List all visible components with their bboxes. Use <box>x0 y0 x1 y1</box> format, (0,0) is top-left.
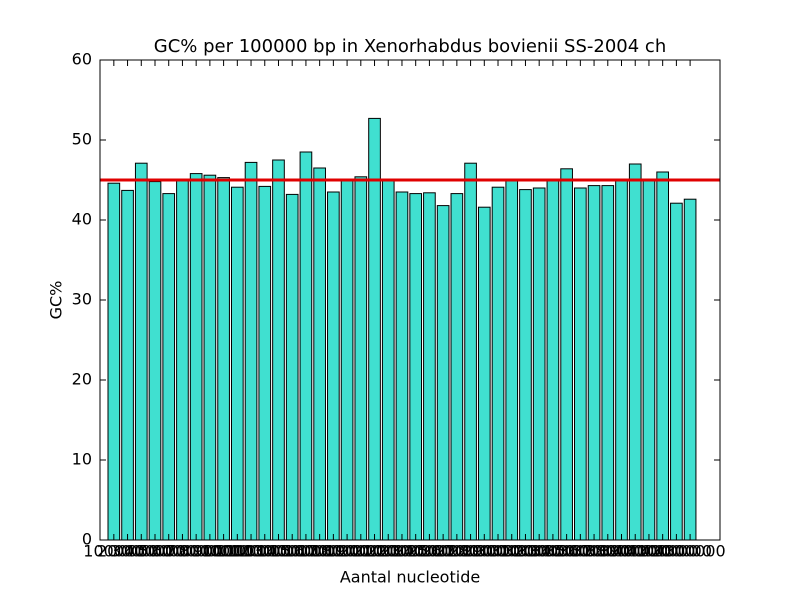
y-tick-label: 50 <box>72 130 92 149</box>
bar <box>340 180 354 541</box>
bar <box>395 191 409 541</box>
bar <box>601 185 615 541</box>
bar <box>107 182 121 541</box>
bar <box>354 176 368 541</box>
bar <box>272 159 285 541</box>
x-tick-label: 600000 <box>152 542 213 561</box>
x-tick-label: 1900000 <box>325 542 396 561</box>
bar <box>436 205 450 541</box>
bar <box>477 206 491 541</box>
bar <box>656 171 670 541</box>
bar <box>162 193 176 541</box>
bar <box>327 191 340 541</box>
x-tick-label: 4100000 <box>627 542 698 561</box>
bar <box>546 179 560 541</box>
bar <box>313 167 326 541</box>
plot-frame <box>99 59 721 541</box>
x-tick-label: 2000000 <box>339 542 410 561</box>
bar <box>423 192 436 541</box>
x-tick-label: 500000 <box>138 542 199 561</box>
bar <box>244 161 258 541</box>
bar <box>683 198 697 541</box>
bar <box>519 189 532 541</box>
x-tick-label: 1800000 <box>311 542 382 561</box>
x-tick-label: 1700000 <box>298 542 369 561</box>
bar <box>615 179 628 541</box>
x-tick-label: 2100000 <box>353 542 424 561</box>
x-tick-label: 1300000 <box>243 542 314 561</box>
bar <box>560 168 573 541</box>
x-tick-label: 3700000 <box>572 542 643 561</box>
x-tick-label: 3300000 <box>517 542 588 561</box>
x-tick-label: 4200000 <box>641 542 712 561</box>
bar <box>628 163 642 541</box>
x-tick-label: 2800000 <box>449 542 520 561</box>
x-tick-label: 4000000 <box>613 542 684 561</box>
x-tick-label: 2600000 <box>421 542 492 561</box>
bar <box>148 181 162 541</box>
y-tick-label: 30 <box>72 290 92 309</box>
x-tick-label: 1400000 <box>257 542 328 561</box>
bar <box>230 186 244 541</box>
bar <box>464 162 477 541</box>
chart-title: GC% per 100000 bp in Xenorhabdus bovieni… <box>154 36 666 57</box>
x-tick-label: 1600000 <box>284 542 355 561</box>
x-tick-label: 900000 <box>193 542 254 561</box>
x-tick-label: 2700000 <box>435 542 506 561</box>
x-tick-label: 4300000 <box>654 542 725 561</box>
x-axis-label: Aantal nucleotide <box>340 568 480 587</box>
x-tick-label: 2900000 <box>462 542 533 561</box>
x-tick-label: 3200000 <box>504 542 575 561</box>
x-tick-label: 3600000 <box>558 542 629 561</box>
y-tick-label: 10 <box>72 450 92 469</box>
x-tick-label: 200000 <box>97 542 158 561</box>
x-tick-label: 3400000 <box>531 542 602 561</box>
x-tick-label: 2300000 <box>380 542 451 561</box>
bar <box>409 193 423 541</box>
y-tick-label: 60 <box>72 50 92 69</box>
x-tick-label: 800000 <box>179 542 240 561</box>
bar <box>505 179 519 541</box>
y-tick-label: 40 <box>72 210 92 229</box>
bar <box>532 187 546 541</box>
x-tick-label: 2400000 <box>394 542 465 561</box>
bar <box>121 189 134 541</box>
bar <box>670 202 683 541</box>
x-tick-label: 1500000 <box>270 542 341 561</box>
bar <box>217 177 230 541</box>
y-tick-label: 0 <box>82 530 92 549</box>
bar <box>368 117 381 541</box>
bar <box>203 174 217 541</box>
y-axis-label: GC% <box>47 281 66 320</box>
x-tick-label: 3800000 <box>586 542 657 561</box>
x-tick-label: 3500000 <box>545 542 616 561</box>
x-tick-label: 3900000 <box>600 542 671 561</box>
x-tick-label: 2500000 <box>408 542 479 561</box>
bar <box>258 185 272 541</box>
bar <box>134 162 148 541</box>
bar <box>176 178 189 541</box>
bar <box>299 151 313 541</box>
x-tick-label: 100000 <box>83 542 144 561</box>
bar <box>491 186 505 541</box>
x-tick-label: 1200000 <box>229 542 300 561</box>
bar <box>574 187 587 541</box>
bar <box>189 173 203 541</box>
x-tick-label: 1100000 <box>215 542 286 561</box>
bar <box>381 178 395 541</box>
bar <box>450 193 464 541</box>
bar <box>642 179 656 541</box>
x-tick-label: 700000 <box>166 542 227 561</box>
x-tick-label: 1000000 <box>202 542 273 561</box>
x-tick-label: 2200000 <box>366 542 437 561</box>
x-tick-label: 300000 <box>111 542 172 561</box>
y-tick-label: 20 <box>72 370 92 389</box>
bar <box>587 185 601 541</box>
bar <box>285 193 299 541</box>
x-tick-label: 400000 <box>124 542 185 561</box>
x-tick-label: 3100000 <box>490 542 561 561</box>
x-tick-label: 3000000 <box>476 542 547 561</box>
